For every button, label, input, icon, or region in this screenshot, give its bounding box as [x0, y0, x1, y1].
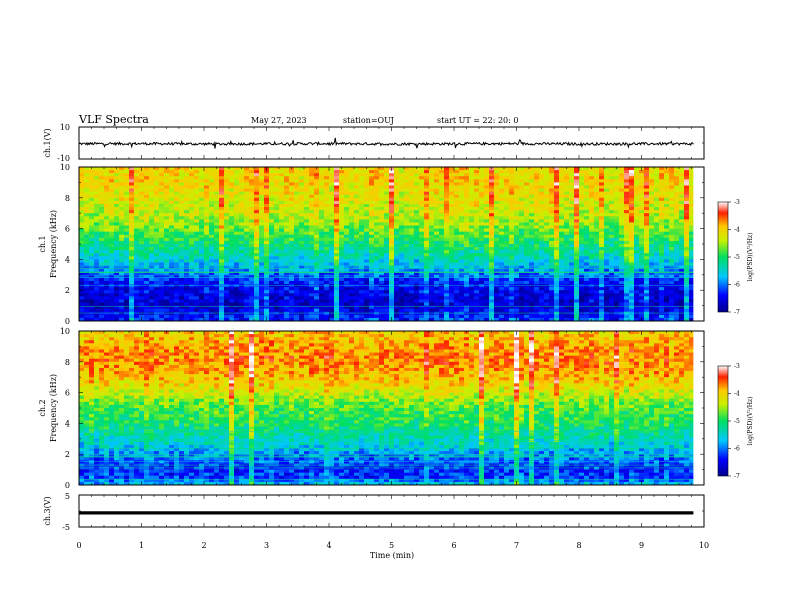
- ch1-spectrogram-panel: ch.1 Frequency (kHz) 0 2 4 6 8 10: [38, 163, 705, 326]
- spectrogram-image: [79, 331, 705, 486]
- ch1-colorbar-label: log(PSD)(V²/Hz): [747, 233, 754, 282]
- spectrogram-image: [79, 167, 705, 322]
- y-tick-label: 4: [65, 255, 70, 264]
- colorbar-tick-label: -7: [734, 473, 740, 480]
- ch1-colorbar: -3 -4 -5 -6 -7 log(PSD)(V²/Hz): [717, 199, 754, 316]
- y-tick-label: 8: [65, 358, 70, 367]
- ch1-spec-ylabel-1: ch.1: [38, 235, 47, 252]
- colorbar-tick-label: -7: [734, 309, 740, 316]
- x-tick-label: 2: [201, 541, 206, 550]
- x-tick-label: 5: [389, 541, 394, 550]
- ch2-spec-ylabel-2: Frequency (kHz): [49, 374, 58, 442]
- ch2-colorbar-label: log(PSD)(V²/Hz): [747, 397, 754, 446]
- x-tick-label: 10: [699, 541, 709, 550]
- x-tick-label: 1: [139, 541, 144, 550]
- y-tick-label: 10: [60, 163, 70, 172]
- ch3-ytick-bottom: -5: [62, 523, 70, 532]
- ch3-waveform-panel: ch.3(V) 5 -5 0 1 2 3 4 5 6 7 8 9 10 Time (min): [43, 492, 709, 560]
- ch3-ytick-top: 5: [65, 492, 70, 501]
- ch1-waveform-panel: ch.1(V) 10 -10: [43, 123, 705, 163]
- y-tick-label: 0: [65, 481, 70, 490]
- x-tick-label: 7: [514, 541, 519, 550]
- x-tick-label: 0: [76, 541, 81, 550]
- date-label: May 27, 2023: [251, 116, 307, 125]
- x-axis-label: Time (min): [370, 551, 414, 560]
- start-time-label: start UT = 22: 20: 0: [437, 116, 518, 125]
- ch1-spec-ylabel-2: Frequency (kHz): [49, 210, 58, 278]
- colorbar-tick-label: -3: [734, 363, 740, 370]
- ch1-ytick-bottom: -10: [57, 154, 70, 163]
- y-tick-label: 8: [65, 194, 70, 203]
- x-tick-label: 3: [264, 541, 269, 550]
- y-tick-label: 2: [65, 286, 70, 295]
- y-tick-label: 2: [65, 450, 70, 459]
- y-tick-label: 4: [65, 419, 70, 428]
- x-tick-label: 4: [326, 541, 331, 550]
- colorbar-tick-label: -5: [734, 254, 740, 261]
- station-label: station=OUJ: [343, 116, 394, 125]
- ch2-colorbar: -3 -4 -5 -6 -7 log(PSD)(V²/Hz): [717, 363, 754, 480]
- y-tick-label: 0: [65, 317, 70, 326]
- no-data-region: [693, 167, 704, 321]
- ch2-spec-ylabel-1: ch.2: [38, 399, 47, 416]
- ch3-ylabel: ch.3(V): [43, 496, 52, 525]
- colorbar-tick-label: -3: [734, 199, 740, 206]
- y-tick-label: 10: [60, 327, 70, 336]
- ch1-ylabel: ch.1(V): [43, 128, 52, 157]
- x-tick-label: 8: [576, 541, 581, 550]
- x-tick-label: 9: [639, 541, 644, 550]
- ch1-ytick-top: 10: [60, 123, 70, 132]
- figure-title: VLF Spectra: [78, 113, 149, 126]
- ch2-spectrogram-panel: ch.2 Frequency (kHz) 0 2 4 6 8 10: [38, 327, 705, 490]
- y-tick-label: 6: [65, 389, 70, 398]
- colorbar-tick-label: -6: [734, 282, 740, 289]
- colorbar-tick-label: -4: [734, 227, 740, 234]
- no-data-region: [693, 331, 704, 485]
- colorbar-tick-label: -5: [734, 418, 740, 425]
- colorbar-tick-label: -4: [734, 391, 740, 398]
- waveform-trace: [78, 137, 694, 149]
- x-tick-label: 6: [451, 541, 456, 550]
- colorbar-tick-label: -6: [734, 446, 740, 453]
- y-tick-label: 6: [65, 225, 70, 234]
